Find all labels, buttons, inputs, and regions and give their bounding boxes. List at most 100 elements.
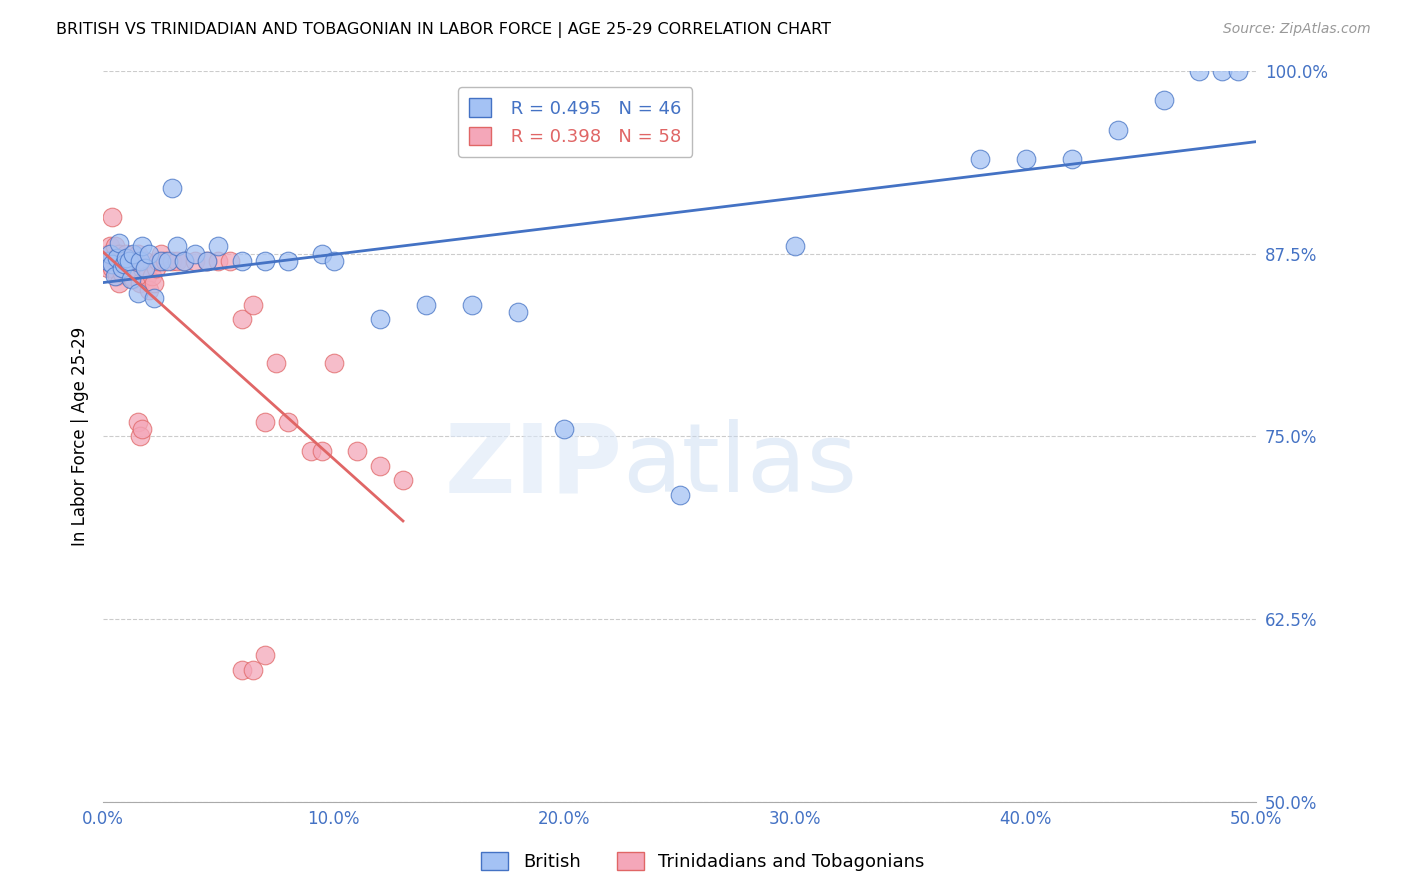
Point [231,312,253,326]
Point [264,356,287,370]
Text: ZIP: ZIP [444,419,621,512]
Point [108,246,131,260]
Point [101,210,124,224]
Point [1060,152,1083,166]
Point [98,246,121,260]
Point [277,415,299,429]
Point [392,473,415,487]
Text: BRITISH VS TRINIDADIAN AND TOBAGONIAN IN LABOR FORCE | AGE 25-29 CORRELATION CHA: BRITISH VS TRINIDADIAN AND TOBAGONIAN IN… [56,22,831,38]
Point [207,239,229,253]
Point [508,305,530,319]
Point [149,254,172,268]
Point [104,254,127,268]
Point [1211,64,1233,78]
Point [108,276,131,290]
Point [105,251,128,265]
Point [117,268,139,283]
Point [969,152,991,166]
Point [231,254,253,268]
Text: Source: ZipAtlas.com: Source: ZipAtlas.com [1223,22,1371,37]
Point [127,286,149,301]
Point [242,298,264,312]
Point [783,239,806,253]
Point [253,254,276,268]
Legend: British, Trinidadians and Tobagonians: British, Trinidadians and Tobagonians [474,845,932,879]
Point [219,254,242,268]
Point [112,254,135,268]
Point [277,254,299,268]
Point [131,422,153,436]
Point [415,298,437,312]
Point [1015,152,1038,166]
Point [97,254,120,268]
Point [461,298,484,312]
Point [166,254,188,268]
Point [122,246,145,260]
Point [124,254,146,268]
Point [98,254,121,268]
Point [346,444,368,458]
Point [145,261,167,276]
Legend:  R = 0.495   N = 46,  R = 0.398   N = 58: R = 0.495 N = 46, R = 0.398 N = 58 [458,87,692,157]
Point [299,444,322,458]
Point [142,276,165,290]
Point [553,422,575,436]
Point [129,429,152,443]
Point [131,239,153,253]
Point [195,254,218,268]
Point [129,254,152,268]
Point [195,254,218,268]
Point [101,261,124,276]
Point [138,246,160,260]
Point [1107,122,1129,136]
Point [120,268,142,283]
Point [97,261,120,276]
Point [136,268,159,283]
Point [1188,64,1211,78]
Point [149,246,172,260]
Point [127,415,149,429]
Point [173,254,195,268]
Point [115,251,138,265]
Point [131,261,153,276]
Point [104,268,127,283]
Point [156,254,179,268]
Y-axis label: In Labor Force | Age 25-29: In Labor Force | Age 25-29 [72,326,89,546]
Point [101,257,124,271]
Point [368,312,391,326]
Point [242,663,264,677]
Point [253,648,276,663]
Point [115,254,138,268]
Point [1226,64,1249,78]
Point [322,356,344,370]
Point [173,254,195,268]
Point [94,254,117,268]
Point [105,268,128,283]
Point [184,246,207,260]
Text: atlas: atlas [621,419,858,512]
Point [166,239,188,253]
Point [127,246,149,260]
Point [110,254,132,268]
Point [142,291,165,305]
Point [148,254,170,268]
Point [311,444,333,458]
Point [1153,93,1175,107]
Point [207,254,229,268]
Point [141,268,163,283]
Point [231,663,253,677]
Point [138,283,160,297]
Point [115,246,138,260]
Point [98,239,121,253]
Point [122,271,145,285]
Point [129,276,152,290]
Point [104,239,127,253]
Point [117,254,139,268]
Point [253,415,276,429]
Point [112,257,135,271]
Point [322,254,344,268]
Point [155,254,177,268]
Point [110,266,132,280]
Point [120,271,142,285]
Point [105,254,128,268]
